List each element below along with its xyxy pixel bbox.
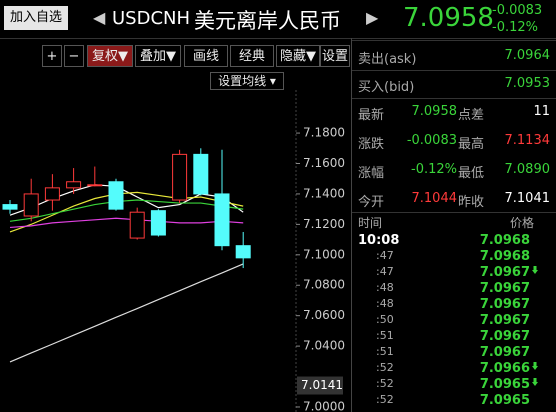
quote-value: 7.0958 [411, 104, 458, 119]
tick-price: 7.0965 [479, 393, 530, 408]
down-arrow [532, 266, 538, 274]
candle-body [172, 153, 188, 201]
divider [351, 38, 352, 412]
ask-label: 卖出(ask) [358, 52, 417, 67]
tick-time: :52 [376, 377, 394, 390]
candle-body [87, 184, 103, 187]
tick-price: 7.0968 [479, 249, 530, 264]
price-header: 价格 [510, 216, 535, 230]
quote-value: 7.1134 [504, 133, 551, 148]
y-tick-label: 7.0600 [303, 308, 345, 322]
candle-body [44, 187, 60, 201]
symbol-name: 美元离岸人民币 [194, 9, 341, 33]
toolbar-button[interactable]: 设置 [320, 45, 350, 67]
tick-time: :52 [376, 361, 394, 374]
down-arrow [532, 378, 538, 386]
tick-time: :52 [376, 393, 394, 406]
ma-line [9, 199, 244, 222]
quote-label: 最低 [458, 166, 485, 181]
candle-body [150, 210, 166, 236]
add-button[interactable]: 加入自选 [4, 6, 68, 30]
tick-price: 7.0967 [479, 265, 530, 280]
candle-body [214, 193, 230, 247]
y-tick-label: 7.0000 [303, 399, 345, 412]
y-tick-label: 7.1600 [303, 156, 345, 170]
kline-chart: 7.1800 7.1600 7.1400 7.1200 7.1000 7.0800 7.06… [2, 90, 345, 412]
next-button[interactable]: ▶ [366, 8, 379, 27]
symbol: USDCNH [112, 8, 191, 29]
tick-time: :48 [376, 281, 394, 294]
toolbar-button[interactable]: 经典 [230, 45, 274, 67]
candle-body [2, 204, 18, 210]
separator [352, 98, 556, 99]
tick-price: 7.0967 [479, 345, 530, 360]
quote-value: -0.12% [411, 162, 457, 177]
quote-label: 今开 [358, 195, 385, 210]
y-tick-label: 7.0800 [303, 278, 345, 292]
y-tick-label: 7.0400 [303, 339, 345, 353]
separator [352, 212, 556, 213]
separator [352, 70, 556, 71]
y-tick-label: 7.1400 [303, 186, 345, 200]
ma-button[interactable]: 设置均线 ▾ [210, 72, 284, 90]
candle-body [66, 181, 82, 189]
tick-price: 7.0967 [479, 281, 530, 296]
down-arrow [532, 362, 538, 370]
toolbar-button[interactable]: 隐藏▼ [276, 45, 320, 67]
bid: 7.0953 [504, 76, 551, 91]
tick-price: 7.0967 [479, 329, 530, 344]
ma-line [9, 217, 244, 229]
prev-button[interactable]: ◀ [93, 8, 106, 27]
header [0, 0, 556, 39]
change-pct: -0.12% [492, 20, 538, 35]
tick-time: :50 [376, 313, 394, 326]
tick-price: 7.0965 [479, 377, 530, 392]
bid-label: 买入(bid) [358, 80, 415, 95]
ma-line [9, 263, 244, 363]
tick-time: :47 [376, 249, 394, 262]
quote-label: 最高 [458, 137, 485, 152]
quote-value: -0.0083 [406, 133, 457, 148]
toolbar-button[interactable]: + [42, 45, 62, 67]
candle-body [108, 181, 124, 210]
change: -0.0083 [492, 3, 543, 18]
tick-time: :47 [376, 265, 394, 278]
tick-price: 7.0968 [479, 233, 530, 248]
quote-label: 点差 [458, 108, 485, 123]
tick-time: :48 [376, 297, 394, 310]
last-price-label: 7.0141 [301, 378, 343, 392]
toolbar-button[interactable]: 叠加▼ [135, 45, 181, 67]
quote-value: 7.1041 [504, 191, 551, 206]
separator [352, 40, 556, 41]
ask: 7.0964 [504, 48, 551, 63]
y-tick-label: 7.1200 [303, 217, 345, 231]
quote-value: 7.1044 [411, 191, 458, 206]
quote-label: 涨跌 [358, 137, 385, 152]
time-header: 时间 [358, 216, 383, 230]
toolbar-button[interactable]: 复权▼ [87, 45, 133, 67]
tick-price: 7.0967 [479, 313, 530, 328]
tick-time: 10:08 [358, 233, 400, 248]
candle-body [235, 245, 251, 259]
ma-line [9, 191, 244, 233]
quote-value: 7.0890 [504, 162, 551, 177]
price: 7.0958 [403, 3, 494, 33]
quote-label: 涨幅 [358, 166, 385, 181]
tick-time: :51 [376, 345, 394, 358]
tick-time: :51 [376, 329, 394, 342]
quote-label: 昨收 [458, 195, 485, 210]
tick-price: 7.0966 [479, 361, 530, 376]
tick-price: 7.0967 [479, 297, 530, 312]
y-tick-label: 7.1800 [303, 126, 345, 140]
quote-value: 11 [533, 104, 550, 119]
last-price-box [297, 376, 343, 395]
toolbar-button[interactable]: − [64, 45, 84, 67]
y-tick-label: 7.1000 [303, 247, 345, 261]
candle-body [23, 193, 39, 217]
toolbar-button[interactable]: 画线 [184, 45, 228, 67]
candle-body [193, 153, 209, 195]
candle-body [129, 211, 145, 239]
quote-label: 最新 [358, 108, 385, 123]
